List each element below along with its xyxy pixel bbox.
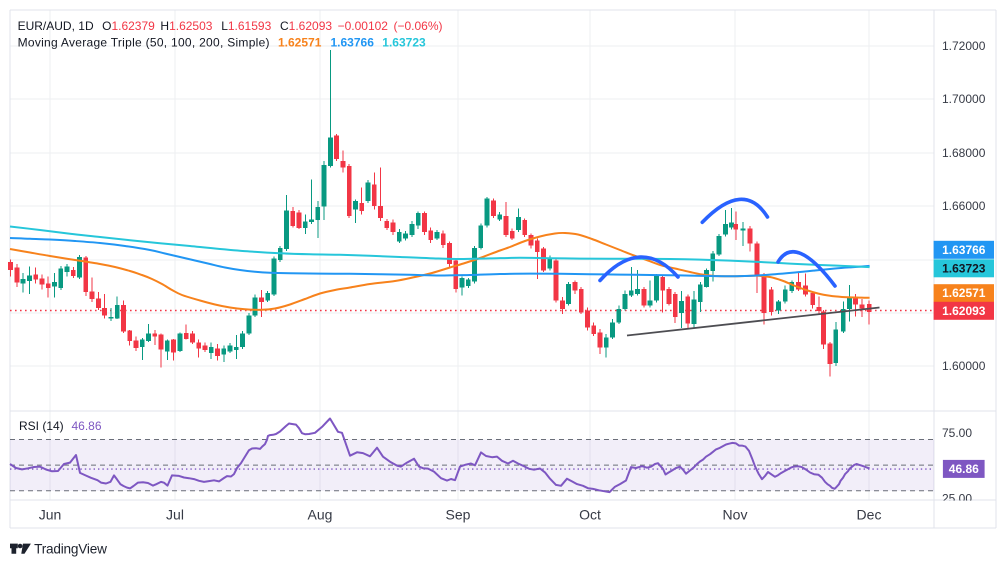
svg-text:H1.62503: H1.62503 (160, 19, 212, 33)
svg-text:Sep: Sep (446, 507, 471, 523)
svg-text:TradingView: TradingView (34, 542, 107, 557)
svg-text:Dec: Dec (857, 507, 882, 523)
svg-text:1.63723: 1.63723 (942, 261, 986, 275)
svg-text:1.68000: 1.68000 (942, 146, 986, 160)
svg-text:EUR/AUD, 1D: EUR/AUD, 1D (18, 19, 94, 33)
svg-text:1.62093: 1.62093 (942, 304, 986, 318)
svg-text:1.63766: 1.63766 (331, 35, 375, 49)
svg-text:1.62571: 1.62571 (942, 286, 986, 300)
svg-text:1.60000: 1.60000 (942, 359, 986, 373)
svg-text:Jun: Jun (39, 507, 62, 523)
svg-text:1.66000: 1.66000 (942, 199, 986, 213)
svg-text:1.70000: 1.70000 (942, 92, 986, 106)
svg-text:1.63723: 1.63723 (382, 35, 426, 49)
svg-text:46.86: 46.86 (949, 462, 979, 476)
svg-text:Moving Average Triple (50, 100: Moving Average Triple (50, 100, 200, Sim… (18, 35, 270, 49)
svg-text:C1.62093: C1.62093 (280, 19, 332, 33)
svg-text:1.72000: 1.72000 (942, 39, 986, 53)
svg-text:75.00: 75.00 (942, 426, 972, 440)
svg-text:−0.00102: −0.00102 (338, 19, 389, 33)
svg-text:Jul: Jul (166, 507, 184, 523)
svg-text:Oct: Oct (579, 507, 601, 523)
svg-text:(−0.06%): (−0.06%) (394, 19, 443, 33)
svg-text:1.62571: 1.62571 (278, 35, 322, 49)
svg-text:Aug: Aug (308, 507, 333, 523)
svg-text:46.86: 46.86 (72, 419, 102, 433)
svg-text:1.63766: 1.63766 (942, 243, 986, 257)
svg-text:RSI (14): RSI (14) (19, 419, 64, 433)
svg-text:L1.61593: L1.61593 (221, 19, 271, 33)
svg-text:O1.62379: O1.62379 (102, 19, 155, 33)
svg-text:Nov: Nov (723, 507, 748, 523)
